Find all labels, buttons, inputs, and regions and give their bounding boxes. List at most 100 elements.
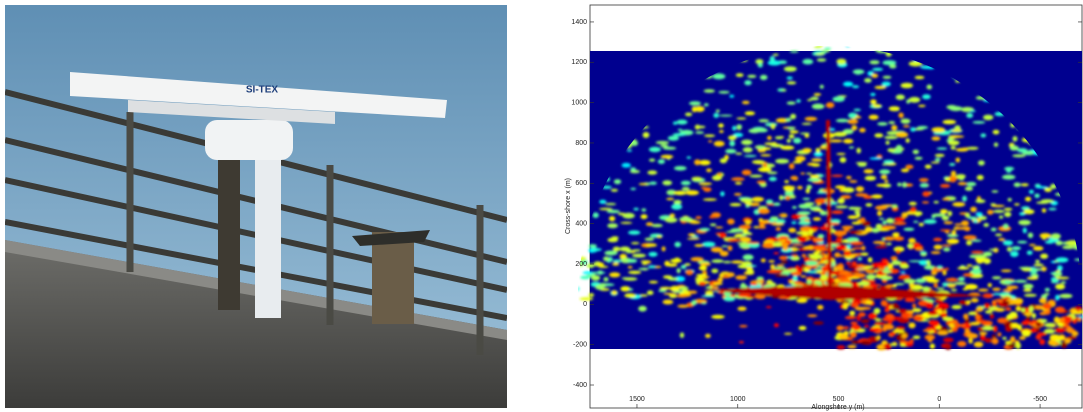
- radar-blob: [884, 136, 897, 139]
- radar-blob: [961, 220, 969, 226]
- radar-blob: [639, 183, 648, 185]
- radar-blob: [922, 191, 930, 197]
- radar-blob: [688, 291, 697, 294]
- radar-blob: [943, 338, 954, 343]
- radar-blob: [1039, 339, 1045, 345]
- radar-blob: [773, 54, 779, 56]
- radar-blob: [968, 312, 977, 316]
- radar-blob: [852, 85, 859, 88]
- radar-blob: [1014, 203, 1020, 205]
- radar-blob: [836, 59, 846, 65]
- radar-blob: [735, 153, 742, 155]
- radar-blob: [891, 204, 898, 208]
- radar-blob: [811, 163, 820, 167]
- radar-blob: [686, 270, 694, 276]
- radar-blob: [781, 261, 788, 264]
- radar-blob: [952, 202, 965, 207]
- radar-blob: [813, 246, 826, 251]
- radar-blob: [934, 201, 939, 204]
- radar-blob: [662, 180, 672, 185]
- radar-blob: [784, 180, 788, 183]
- page: {"photo": {"label": "SI-TEX"}, "chart_da…: [0, 0, 1083, 412]
- y-tick-label: 400: [575, 220, 587, 227]
- radar-blob: [951, 171, 956, 177]
- radar-blob: [956, 158, 961, 163]
- radar-blob: [774, 323, 779, 327]
- radar-blob: [972, 266, 980, 269]
- radar-blob: [720, 158, 727, 163]
- radar-blob: [971, 240, 981, 242]
- radar-blob: [871, 194, 882, 198]
- radar-blob: [805, 134, 810, 138]
- radar-blob: [1029, 306, 1034, 313]
- radar-blob: [849, 231, 863, 234]
- radar-blob: [1027, 251, 1033, 255]
- radar-blob: [792, 206, 797, 209]
- radar-blob: [825, 201, 838, 205]
- radar-blob: [670, 214, 675, 218]
- radar-blob: [898, 309, 908, 313]
- radar-blob: [1054, 317, 1060, 324]
- radar-blob: [588, 293, 594, 297]
- radar-blob: [1012, 298, 1023, 304]
- radar-blob: [889, 121, 896, 124]
- radar-blob: [691, 300, 697, 306]
- radar-blob: [723, 261, 731, 263]
- radar-blob: [802, 254, 807, 258]
- radar-blob: [638, 268, 649, 271]
- radar-blob: [758, 167, 772, 172]
- radar-blob: [612, 263, 619, 266]
- radar-blob: [971, 269, 982, 275]
- radar-blob: [989, 249, 997, 251]
- radar-blob: [877, 122, 888, 126]
- radar-blob: [1012, 246, 1021, 250]
- radar-blob: [966, 300, 970, 305]
- radar-blob: [1059, 294, 1072, 299]
- radar-blob: [727, 272, 735, 277]
- radar-blob: [702, 242, 715, 247]
- radar-blob: [888, 321, 893, 325]
- radar-blob: [603, 277, 608, 281]
- y-axis-label: Cross-shore x (m): [565, 178, 572, 234]
- radar-blob: [1019, 267, 1031, 269]
- radar-blob: [979, 332, 987, 335]
- radar-blob: [847, 245, 851, 249]
- radar-blob: [860, 217, 866, 222]
- radar-blob: [951, 289, 957, 291]
- photo: SI-TEX: [5, 5, 507, 408]
- radar-blob: [1034, 194, 1039, 199]
- radar-blob: [649, 182, 657, 185]
- radar-blob: [744, 155, 757, 157]
- radar-blob: [883, 160, 894, 164]
- radar-blob: [835, 205, 848, 208]
- radar-blob: [977, 175, 984, 180]
- radar-blob: [935, 158, 941, 161]
- radar-blob: [941, 306, 945, 312]
- radar-blob: [967, 333, 979, 339]
- radar-blob: [785, 118, 791, 122]
- radar-blob: [631, 242, 639, 244]
- radar-blob: [1035, 260, 1040, 263]
- radar-blob: [745, 220, 752, 225]
- radar-blob: [756, 282, 762, 284]
- radar-blob: [1037, 332, 1047, 336]
- radar-blob: [957, 267, 969, 270]
- radar-blob: [703, 198, 717, 201]
- radar-blob: [1021, 321, 1029, 325]
- radar-blob: [623, 277, 637, 280]
- radar-blob: [869, 60, 879, 64]
- radar-blob: [783, 185, 793, 190]
- radar-blob: [833, 96, 845, 102]
- radar-blob: [1003, 240, 1013, 245]
- radar-blob: [607, 223, 618, 228]
- radar-blob: [661, 155, 674, 159]
- radar-blob: [1012, 154, 1025, 157]
- x-tick-label: -500: [1033, 396, 1047, 403]
- radar-blob: [910, 127, 915, 131]
- radar-blob: [912, 308, 922, 312]
- radar-blob: [651, 224, 662, 227]
- radar-blob: [685, 113, 692, 117]
- radar-blob: [829, 139, 843, 142]
- radar-blob: [943, 282, 948, 286]
- radar-blob: [677, 268, 681, 273]
